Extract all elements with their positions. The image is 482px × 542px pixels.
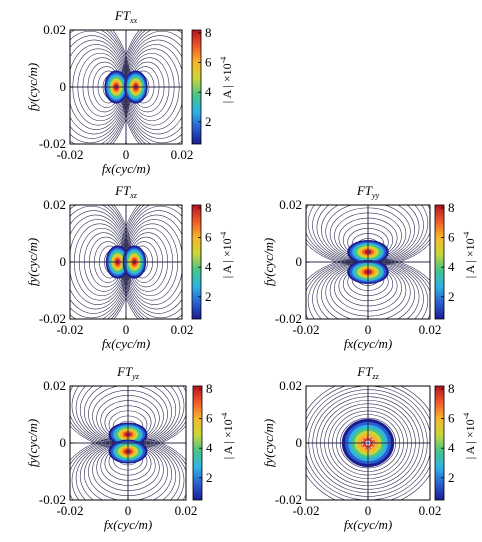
colorbar-tick-label: 6 bbox=[206, 411, 213, 426]
x-tick-label: -0.02 bbox=[56, 503, 83, 518]
colorbar-tick-label: 8 bbox=[448, 200, 455, 215]
subplot-title: FTxz bbox=[114, 183, 138, 200]
x-axis-label: fx(cyc/m) bbox=[104, 517, 152, 532]
x-tick-label: -0.02 bbox=[292, 322, 319, 337]
colorbar-tick-label: 4 bbox=[206, 440, 213, 455]
x-tick-label: 0.02 bbox=[419, 503, 442, 518]
colorbar-tick-label: 6 bbox=[448, 411, 455, 426]
colorbar bbox=[191, 204, 202, 320]
colorbar-tick-label: 6 bbox=[205, 55, 212, 70]
x-axis-label: fx(cyc/m) bbox=[102, 336, 150, 351]
contour-field bbox=[306, 386, 430, 500]
x-tick-label: 0 bbox=[365, 503, 372, 518]
y-axis-label: fy(cyc/m) bbox=[25, 238, 40, 286]
y-tick-label: -0.02 bbox=[39, 136, 66, 151]
colorbar-tick-label: 8 bbox=[206, 381, 213, 396]
contour-field bbox=[70, 30, 182, 144]
colorbar bbox=[434, 204, 445, 320]
contour-field bbox=[70, 386, 186, 500]
contour-field bbox=[70, 205, 182, 319]
colorbar-label: | A | ×10-4 bbox=[462, 232, 477, 279]
y-axis-label: fy(cyc/m) bbox=[261, 238, 276, 286]
subplot-title: FTzz bbox=[356, 364, 379, 381]
y-tick-label: 0 bbox=[296, 254, 303, 269]
x-tick-label: 0.02 bbox=[171, 322, 194, 337]
colorbar-label: | A | ×10-4 bbox=[220, 413, 235, 460]
colorbar-tick-label: 2 bbox=[205, 289, 212, 304]
y-tick-label: 0.02 bbox=[279, 378, 302, 393]
y-axis-label: fy(cyc/m) bbox=[261, 419, 276, 467]
colorbar-tick-label: 6 bbox=[205, 230, 212, 245]
colorbar-tick-label: 8 bbox=[205, 200, 212, 215]
x-tick-label: 0.02 bbox=[175, 503, 198, 518]
subplot-title: FTxx bbox=[114, 8, 138, 25]
y-tick-label: -0.02 bbox=[275, 492, 302, 507]
subplot-title: FTyy bbox=[356, 183, 380, 200]
y-tick-label: -0.02 bbox=[39, 492, 66, 507]
colorbar-tick-label: 2 bbox=[205, 114, 212, 129]
subplot-xz: -0.02 0 0.02 -0.02 0 0.02 fx(cyc/m) fy(cyc/m) FT… bbox=[25, 183, 234, 351]
colorbar-tick-label: 4 bbox=[448, 440, 455, 455]
colorbar-tick-label: 4 bbox=[205, 84, 212, 99]
colorbar-tick-label: 6 bbox=[448, 230, 455, 245]
colorbar-tick-label: 2 bbox=[448, 289, 455, 304]
colorbar bbox=[434, 385, 445, 501]
x-axis-label: fx(cyc/m) bbox=[344, 517, 392, 532]
x-tick-label: -0.02 bbox=[56, 147, 83, 162]
colorbar-tick-label: 4 bbox=[205, 259, 212, 274]
colorbar bbox=[192, 385, 203, 501]
colorbar-tick-label: 8 bbox=[448, 381, 455, 396]
colorbar-tick-label: 4 bbox=[448, 259, 455, 274]
subplot-zz: -0.02 0 0.02 -0.02 0 0.02 fx(cyc/m) fy(cyc/m) FT… bbox=[261, 364, 477, 532]
colorbar bbox=[191, 29, 202, 145]
colorbar-tick-label: 8 bbox=[205, 25, 212, 40]
x-tick-label: 0 bbox=[365, 322, 372, 337]
x-tick-label: 0 bbox=[123, 322, 130, 337]
y-tick-label: 0.02 bbox=[43, 197, 66, 212]
x-tick-label: 0.02 bbox=[171, 147, 194, 162]
x-axis-label: fx(cyc/m) bbox=[102, 161, 150, 176]
colorbar-label: | A | ×10-4 bbox=[462, 413, 477, 460]
colorbar-label: | A | ×10-4 bbox=[219, 57, 234, 104]
x-tick-label: -0.02 bbox=[292, 503, 319, 518]
y-tick-label: 0.02 bbox=[43, 22, 66, 37]
x-tick-label: 0 bbox=[123, 147, 130, 162]
subplot-yz: -0.02 0 0.02 -0.02 0 0.02 fx(cyc/m) fy(cyc/m) FT… bbox=[25, 364, 235, 532]
y-tick-label: -0.02 bbox=[39, 311, 66, 326]
colorbar-tick-label: 2 bbox=[448, 470, 455, 485]
y-tick-label: -0.02 bbox=[275, 311, 302, 326]
y-tick-label: 0.02 bbox=[279, 197, 302, 212]
y-axis-label: fy(cyc/m) bbox=[25, 419, 40, 467]
x-axis-label: fx(cyc/m) bbox=[344, 336, 392, 351]
y-axis-label: fy(cyc/m) bbox=[25, 63, 40, 111]
x-tick-label: -0.02 bbox=[56, 322, 83, 337]
subplot-yy: -0.02 0 0.02 -0.02 0 0.02 fx(cyc/m) fy(cyc/m) FT… bbox=[261, 183, 477, 351]
subplot-xx: -0.02 0 0.02 -0.02 0 0.02 fx(cyc/m) fy(cyc/m) FT… bbox=[25, 8, 234, 176]
subplot-title: FTyz bbox=[116, 364, 140, 381]
x-tick-label: 0.02 bbox=[419, 322, 442, 337]
x-tick-label: 0 bbox=[125, 503, 132, 518]
colorbar-label: | A | ×10-4 bbox=[219, 232, 234, 279]
y-tick-label: 0 bbox=[60, 79, 67, 94]
y-tick-label: 0 bbox=[296, 435, 303, 450]
y-tick-label: 0 bbox=[60, 435, 67, 450]
colorbar-tick-label: 2 bbox=[206, 470, 213, 485]
y-tick-label: 0 bbox=[60, 254, 67, 269]
y-tick-label: 0.02 bbox=[43, 378, 66, 393]
